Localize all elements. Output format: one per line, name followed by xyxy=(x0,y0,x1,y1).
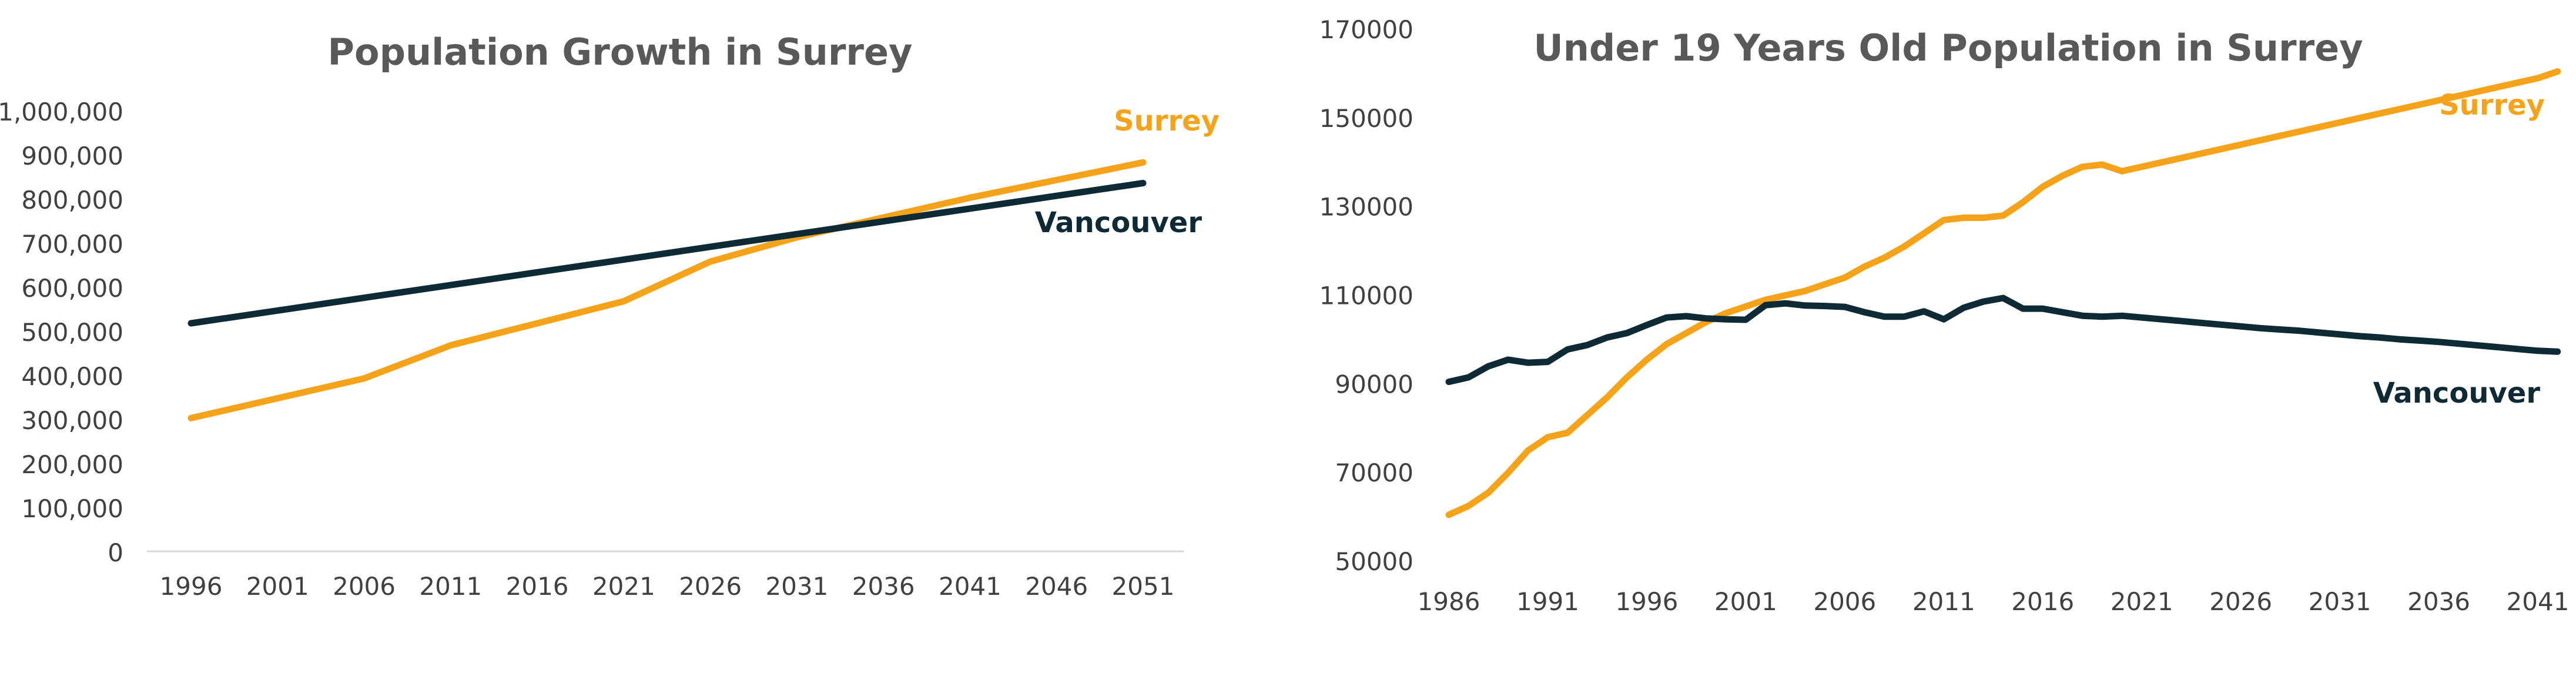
y-tick-label: 700,000 xyxy=(21,230,123,259)
x-tick-label: 2011 xyxy=(1912,587,1975,616)
x-tick-label: 2036 xyxy=(852,572,915,601)
x-tick-label: 2031 xyxy=(2309,587,2371,616)
y-tick-label: 900,000 xyxy=(21,142,123,170)
x-tick-label: 2021 xyxy=(2111,587,2173,616)
series-line-vancouver xyxy=(191,183,1143,324)
y-tick-label: 100,000 xyxy=(21,494,123,523)
x-tick-label: 1986 xyxy=(1418,587,1480,616)
series-label-surrey: Surrey xyxy=(1114,105,1220,138)
x-tick-label: 2041 xyxy=(939,572,1001,601)
under-19-population-chart: Under 19 Years Old Population in Surrey … xyxy=(1319,15,2570,616)
x-tick-label: 2006 xyxy=(1813,587,1876,616)
series-line-surrey xyxy=(191,162,1143,418)
y-tick-label: 800,000 xyxy=(21,186,123,215)
series-label-vancouver: Vancouver xyxy=(2373,377,2541,410)
x-tick-label: 2011 xyxy=(419,572,482,601)
series-lines xyxy=(1449,72,2558,515)
x-tick-label: 2041 xyxy=(2507,587,2570,616)
x-tick-label: 1996 xyxy=(160,572,223,601)
y-tick-label: 150000 xyxy=(1319,104,1413,133)
x-tick-label: 1991 xyxy=(1516,587,1579,616)
x-tick-label: 2026 xyxy=(679,572,742,601)
population-growth-chart: Population Growth in Surrey 0 100,000 200,… xyxy=(0,31,1220,601)
y-tick-label: 600,000 xyxy=(21,274,123,303)
x-tick-label: 2031 xyxy=(765,572,828,601)
y-tick-label: 500,000 xyxy=(21,318,123,347)
y-tick-label: 170000 xyxy=(1319,15,1413,44)
y-tick-label: 300,000 xyxy=(21,406,123,435)
y-tick-label: 200,000 xyxy=(21,450,123,479)
charts-canvas: Population Growth in Surrey 0 100,000 200,… xyxy=(0,0,2576,693)
x-tick-label: 2001 xyxy=(246,572,309,601)
x-tick-label: 2021 xyxy=(592,572,655,601)
series-label-surrey: Surrey xyxy=(2439,89,2545,122)
x-tick-label: 2051 xyxy=(1112,572,1175,601)
chart-title: Population Growth in Surrey xyxy=(328,31,913,73)
x-tick-label: 2006 xyxy=(333,572,396,601)
series-line-vancouver xyxy=(1449,298,2558,382)
y-tick-label: 130000 xyxy=(1319,193,1413,222)
series-label-vancouver: Vancouver xyxy=(1035,206,1202,239)
series-lines xyxy=(191,162,1143,418)
y-tick-label: 110000 xyxy=(1319,282,1413,310)
x-tick-labels: 1996 2001 2006 2011 2016 2021 2026 2031 2036 2041… xyxy=(160,572,1175,601)
x-tick-label: 2036 xyxy=(2407,587,2470,616)
y-tick-label: 90000 xyxy=(1335,370,1413,399)
series-line-surrey xyxy=(1449,72,2558,515)
y-tick-label: 70000 xyxy=(1335,458,1413,487)
chart-title: Under 19 Years Old Population in Surrey xyxy=(1533,26,2363,69)
x-tick-labels: 1986 1991 1996 2001 2006 2011 2016 2021 2026 2031… xyxy=(1418,587,2570,616)
x-tick-label: 2046 xyxy=(1025,572,1088,601)
x-tick-label: 2026 xyxy=(2209,587,2272,616)
y-tick-labels: 50000 70000 90000 110000 130000 150000 170000 xyxy=(1319,15,1413,576)
y-tick-label: 1,000,000 xyxy=(0,98,123,126)
y-tick-label: 0 xyxy=(108,538,123,567)
x-tick-label: 2016 xyxy=(2011,587,2074,616)
y-tick-label: 50000 xyxy=(1335,547,1413,576)
x-tick-label: 1996 xyxy=(1615,587,1678,616)
y-tick-label: 400,000 xyxy=(21,362,123,391)
x-tick-label: 2001 xyxy=(1714,587,1777,616)
y-tick-labels: 0 100,000 200,000 300,000 400,000 500,000 600,… xyxy=(0,98,123,567)
x-tick-label: 2016 xyxy=(506,572,569,601)
